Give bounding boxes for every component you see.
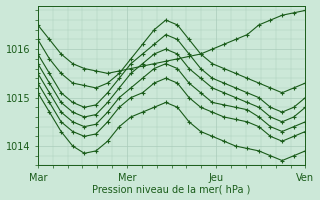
X-axis label: Pression niveau de la mer( hPa ): Pression niveau de la mer( hPa ): [92, 184, 251, 194]
